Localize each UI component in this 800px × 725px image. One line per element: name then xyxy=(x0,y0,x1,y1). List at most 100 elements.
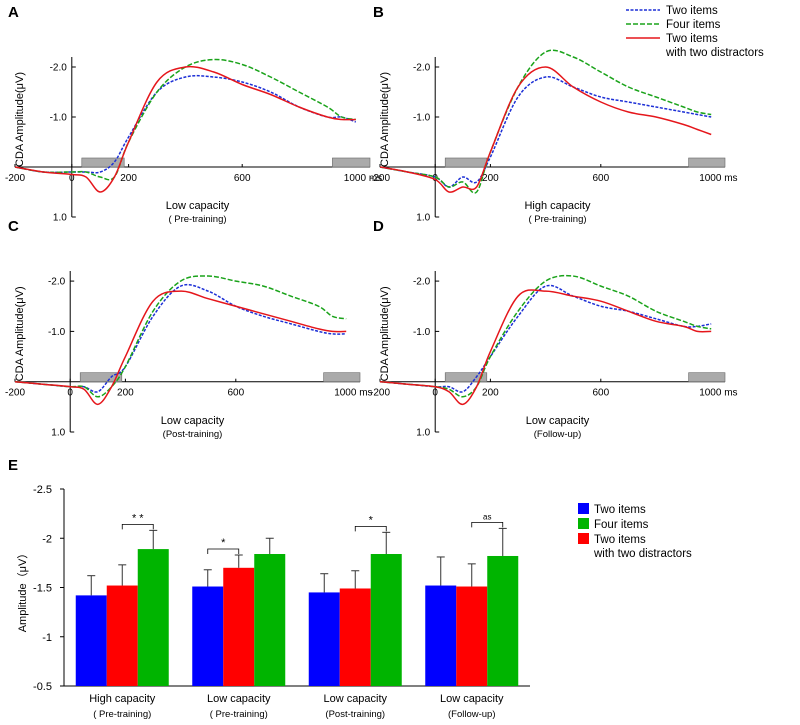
y-axis-label: Amplitude（μV） xyxy=(16,548,29,633)
legend-label-line2: with two distractors xyxy=(593,548,692,560)
bar-bar_blue xyxy=(425,585,457,686)
series-line-four xyxy=(14,58,356,181)
group-label: Low capacity xyxy=(323,693,387,705)
x-tick-label: 1000 ms xyxy=(699,388,737,399)
test-array-bar xyxy=(332,157,371,168)
y-tick-label: -2.0 xyxy=(413,63,431,74)
series-line-two xyxy=(379,76,712,188)
legend-label: Four items xyxy=(666,19,721,31)
x-tick-label: 200 xyxy=(120,173,137,184)
x-tick-label: 600 xyxy=(234,173,251,184)
series-line-four xyxy=(379,49,712,194)
panel-subcaption: (Follow-up) xyxy=(534,429,582,440)
bar-bar_green xyxy=(370,554,402,686)
y-axis-label: CDA Amplitude(μV) xyxy=(379,72,391,167)
y-tick-label: -1.0 xyxy=(413,327,431,338)
x-tick-label: -200 xyxy=(370,388,390,399)
legend-swatch-bar_green xyxy=(578,518,589,529)
series-line-two xyxy=(14,74,357,174)
legend-top: Two items Four items Two items with two dis… xyxy=(626,5,764,59)
panel-subcaption: ( Pre-training) xyxy=(168,214,226,225)
significance-bracket xyxy=(354,525,387,532)
series-line-dist xyxy=(379,66,712,193)
x-tick-label: -200 xyxy=(370,173,390,184)
test-array-bar xyxy=(688,372,726,382)
legend-label-line2: with two distractors xyxy=(665,47,764,59)
bar-bar_green xyxy=(137,549,169,686)
significance-label: * xyxy=(221,537,226,549)
bar-bar_green xyxy=(254,554,286,686)
series-line-dist xyxy=(379,289,712,406)
erp-panel-a: A -2.0 -1.0 1.0 -200 0 200 600 1000 ms CDA Amplit… xyxy=(5,4,382,225)
significance-bracket xyxy=(121,523,154,530)
y-tick-label: 1.0 xyxy=(416,213,430,224)
bar-bar_red xyxy=(339,588,371,686)
significance-bracket xyxy=(471,522,504,528)
x-tick-label: 600 xyxy=(592,388,609,399)
bar-bar_blue xyxy=(308,592,340,686)
bar-bar_red xyxy=(223,567,255,686)
series-line-dist xyxy=(14,65,356,193)
memory-array-bar xyxy=(444,157,488,168)
bar-bar_blue xyxy=(75,595,107,686)
x-tick-label: 600 xyxy=(592,173,609,184)
x-tick-label: 1000 ms xyxy=(334,388,372,399)
legend-swatch-bar_blue xyxy=(578,503,589,514)
panel-letter: D xyxy=(373,218,384,235)
significance-label: * xyxy=(369,514,374,526)
x-tick-label: 600 xyxy=(227,388,244,399)
legend-label: Two items xyxy=(594,534,646,546)
erp-panel-d: D -2.0 -1.0 1.0 -200 0 200 600 1000 ms CDA Amplit… xyxy=(370,218,738,440)
series-line-four xyxy=(379,274,712,398)
group-label: Low capacity xyxy=(440,693,504,705)
erp-panel-c: C -2.0 -1.0 1.0 -200 0 200 600 1000 ms CDA Amplit… xyxy=(5,218,373,440)
test-array-bar xyxy=(323,372,361,382)
y-tick-label: -1.0 xyxy=(48,327,66,338)
group-sublabel: ( Pre-training) xyxy=(93,709,151,720)
panel-letter: E xyxy=(8,457,18,474)
bar-bar_red xyxy=(106,585,138,686)
legend-label: Four items xyxy=(594,519,649,531)
x-tick-label: -200 xyxy=(5,388,25,399)
y-tick-label: -2.0 xyxy=(48,277,66,288)
y-tick-label: -1.0 xyxy=(413,113,431,124)
memory-array-bar xyxy=(79,372,123,382)
panel-letter: A xyxy=(8,4,19,21)
x-tick-label: 0 xyxy=(67,388,73,399)
y-tick-label: -2.5 xyxy=(33,484,52,496)
panel-letter: B xyxy=(373,4,384,21)
y-tick-label: -2.0 xyxy=(50,63,68,74)
bar-chart-panel-e: E -2.5 -2 -1.5 -1 -0.5 Amplitude（μV） * * High ca… xyxy=(8,457,692,720)
memory-array-bar xyxy=(81,157,125,168)
significance-label: as xyxy=(483,512,491,521)
group-sublabel: ( Pre-training) xyxy=(210,709,268,720)
y-tick-label: -2 xyxy=(42,533,52,545)
group-sublabel: (Follow-up) xyxy=(448,709,496,720)
bar-bar_blue xyxy=(192,586,224,686)
group-label: Low capacity xyxy=(207,693,271,705)
y-axis-label: CDA Amplitude(μV) xyxy=(14,72,26,167)
y-axis-label: CDA Amplitude(μV) xyxy=(14,286,26,381)
significance-label: * * xyxy=(132,512,144,524)
panel-letter: C xyxy=(8,218,19,235)
legend-label: Two items xyxy=(594,504,646,516)
bar-bar_red xyxy=(456,586,488,686)
panel-caption: High capacity xyxy=(524,200,591,212)
panel-caption: Low capacity xyxy=(161,415,225,427)
x-tick-label: 200 xyxy=(482,388,499,399)
x-tick-label: 200 xyxy=(482,173,499,184)
y-tick-label: -2.0 xyxy=(413,277,431,288)
y-tick-label: -0.5 xyxy=(33,681,52,693)
y-axis-label: CDA Amplitude(μV) xyxy=(379,286,391,381)
x-tick-label: 0 xyxy=(432,388,438,399)
panel-caption: Low capacity xyxy=(526,415,590,427)
x-tick-label: 0 xyxy=(432,173,438,184)
x-tick-label: 1000 ms xyxy=(699,173,737,184)
legend-label: Two items xyxy=(666,5,718,17)
legend-label: Two items xyxy=(666,33,718,45)
y-tick-label: 1.0 xyxy=(416,428,430,439)
x-tick-label: 0 xyxy=(69,173,75,184)
test-array-bar xyxy=(688,157,726,168)
y-tick-label: -1 xyxy=(42,632,52,644)
